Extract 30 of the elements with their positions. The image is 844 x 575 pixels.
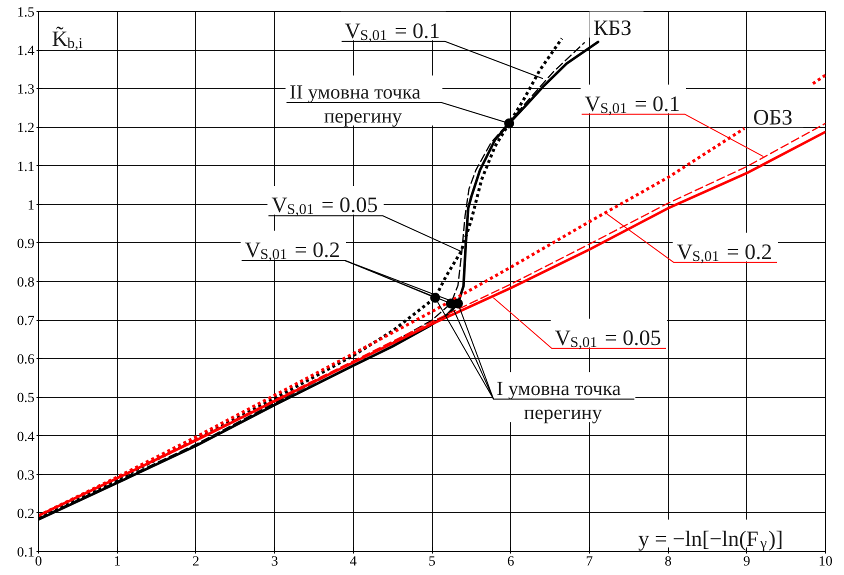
y-tick-label: 0.5 xyxy=(17,391,34,406)
y-tick-label: 0.1 xyxy=(17,546,34,560)
annotation: КБЗ xyxy=(593,15,632,40)
x-tick-label: 10 xyxy=(818,554,832,570)
y-tick-label: 0.3 xyxy=(17,468,34,484)
y-tick-label: 1.3 xyxy=(17,82,34,98)
x-tick-label: 7 xyxy=(586,554,593,570)
x-tick-label: 0 xyxy=(35,554,42,570)
y-tick-label: 0.7 xyxy=(17,314,34,330)
y-tick-label: 1 xyxy=(28,198,34,214)
y-tick-label: 1.5 xyxy=(17,6,34,20)
y-tick-label: 0.4 xyxy=(17,430,34,445)
y-tick-label: 1.2 xyxy=(17,121,34,136)
y-tick-label: 0.8 xyxy=(17,276,34,290)
x-tick-label: 9 xyxy=(743,554,750,570)
y-tick-label: 0.6 xyxy=(17,352,34,368)
x-tick-label: 3 xyxy=(271,554,278,570)
annotation: II умовна точка перегину xyxy=(290,82,421,128)
y-tick-label: 1.1 xyxy=(17,160,34,175)
x-tick-label: 6 xyxy=(507,554,514,570)
y-tick-label: 0.9 xyxy=(17,236,34,252)
x-tick-label: 5 xyxy=(428,554,436,570)
x-tick-label: 1 xyxy=(114,554,121,570)
y-tick-label: 0.2 xyxy=(17,506,34,522)
y-tick-label: 1.4 xyxy=(17,44,34,60)
annotation: I умовна точка перегину xyxy=(496,378,622,424)
annotation: ОБЗ xyxy=(753,104,793,130)
x-tick-label: 4 xyxy=(350,554,357,570)
x-tick-label: 8 xyxy=(664,554,672,570)
x-tick-label: 2 xyxy=(192,554,200,570)
